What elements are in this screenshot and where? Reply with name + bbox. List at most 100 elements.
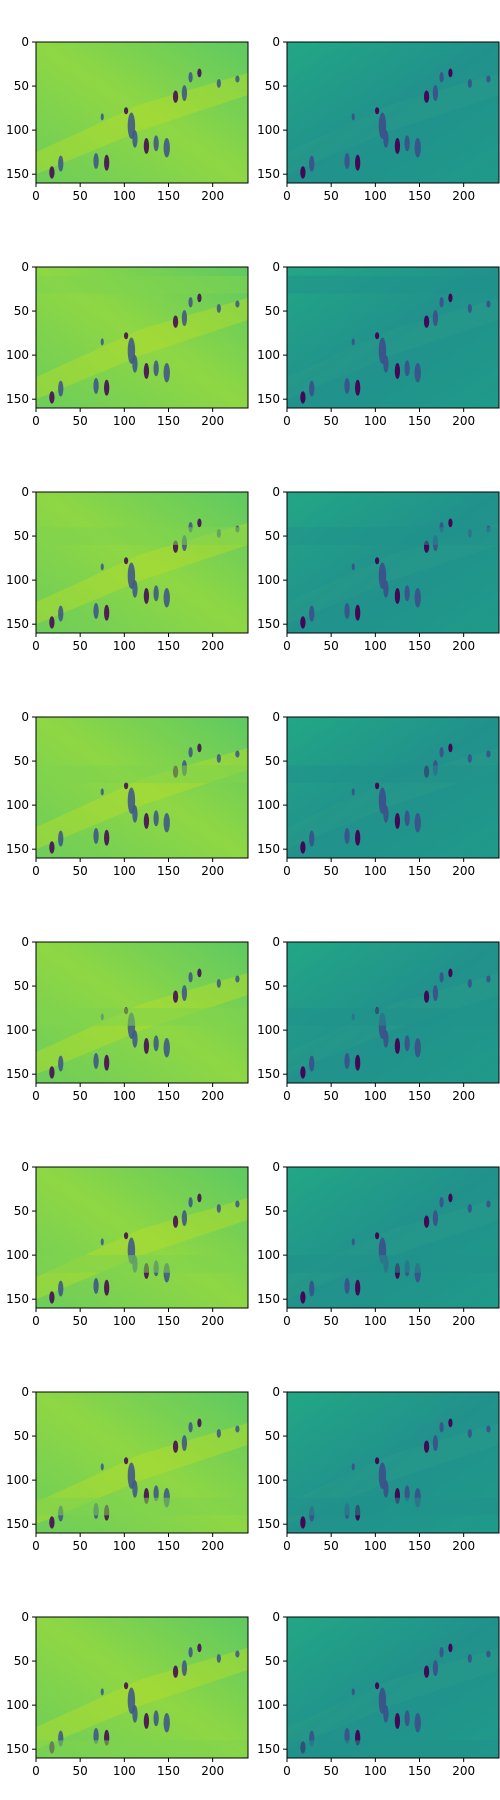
y-tick-label: 100 bbox=[257, 573, 280, 587]
artifact-band bbox=[36, 1255, 248, 1273]
y-tick-label: 150 bbox=[257, 1067, 280, 1081]
heatmap-background bbox=[287, 717, 499, 858]
artifact-band bbox=[287, 1008, 499, 1026]
y-tick-label: 0 bbox=[21, 485, 29, 499]
figure-blob bbox=[486, 75, 491, 83]
figure-blob bbox=[172, 315, 179, 328]
x-tick-label: 100 bbox=[113, 1764, 136, 1778]
figure-blob bbox=[486, 1425, 491, 1433]
figure-blob bbox=[486, 975, 491, 983]
figure-blob bbox=[197, 1193, 202, 1203]
figure-blob bbox=[163, 138, 170, 158]
x-tick-label: 200 bbox=[201, 1089, 224, 1103]
figure-blob bbox=[344, 1278, 350, 1294]
panel-4-0: 0 50 100 150 200 0 50 100 150 bbox=[6, 935, 249, 1103]
heatmap-background bbox=[36, 1617, 248, 1758]
y-tick-label: 150 bbox=[6, 617, 29, 631]
figure-blob bbox=[486, 300, 491, 308]
figure-blob bbox=[351, 1463, 355, 1471]
artifact-band bbox=[287, 275, 499, 294]
figure-blob bbox=[432, 985, 439, 1002]
x-tick-label: 150 bbox=[408, 1314, 431, 1328]
figure-blob bbox=[49, 1291, 55, 1304]
panel-2-1: 0 50 100 150 200 0 50 100 150 bbox=[257, 485, 500, 653]
figure-blob bbox=[300, 616, 306, 629]
figure-blob bbox=[309, 605, 315, 622]
artifact-band bbox=[36, 1008, 248, 1026]
field-band bbox=[36, 1197, 248, 1300]
figure-blob bbox=[309, 1280, 315, 1297]
figure-blob bbox=[181, 1435, 188, 1452]
x-tick-label: 50 bbox=[324, 189, 339, 203]
figure-blob bbox=[58, 830, 64, 847]
y-tick-label: 100 bbox=[257, 1473, 280, 1487]
panel-5-1: 0 50 100 150 200 0 50 100 150 bbox=[257, 1160, 500, 1328]
x-tick-label: 0 bbox=[283, 1089, 291, 1103]
figure-blob bbox=[235, 750, 240, 758]
heatmap-background bbox=[36, 717, 248, 858]
x-tick-label: 200 bbox=[201, 1539, 224, 1553]
artifact-band bbox=[36, 527, 248, 545]
figure-blob bbox=[448, 1418, 453, 1428]
axes-frame bbox=[35, 716, 249, 859]
x-tick-label: 150 bbox=[157, 1539, 180, 1553]
y-tick-label: 150 bbox=[6, 1742, 29, 1756]
x-tick-label: 0 bbox=[283, 1764, 291, 1778]
figure-blob bbox=[188, 746, 193, 758]
x-tick-label: 0 bbox=[32, 864, 40, 878]
figure-blob bbox=[404, 1485, 410, 1502]
y-tick-label: 150 bbox=[6, 1517, 29, 1531]
figure-blob bbox=[351, 788, 355, 796]
figure-blob bbox=[58, 380, 64, 397]
figure-blob bbox=[467, 1204, 472, 1213]
figure-blob bbox=[123, 1682, 129, 1690]
x-tick-label: 200 bbox=[452, 639, 475, 653]
x-tick-label: 200 bbox=[201, 864, 224, 878]
figure-blob bbox=[132, 1480, 138, 1498]
figure-blob bbox=[467, 304, 472, 313]
y-tick-label: 50 bbox=[265, 754, 280, 768]
axes-frame bbox=[286, 41, 500, 184]
x-tick-label: 150 bbox=[408, 864, 431, 878]
figure-blob bbox=[104, 1279, 110, 1296]
heatmap-background bbox=[36, 1167, 248, 1308]
figure-blob bbox=[309, 380, 315, 397]
artifact-band bbox=[36, 765, 248, 784]
x-tick-label: 200 bbox=[452, 1539, 475, 1553]
y-tick-label: 150 bbox=[257, 842, 280, 856]
x-tick-label: 100 bbox=[364, 1089, 387, 1103]
figure-blob bbox=[439, 71, 444, 83]
figure-blob bbox=[432, 85, 439, 102]
axes-frame bbox=[35, 1391, 249, 1534]
figure-blob bbox=[404, 1035, 410, 1052]
figure-blob bbox=[216, 1204, 221, 1213]
x-tick-label: 50 bbox=[324, 414, 339, 428]
x-tick-label: 200 bbox=[201, 639, 224, 653]
figure-blob bbox=[188, 71, 193, 83]
field-band bbox=[36, 72, 248, 175]
figure-blob bbox=[49, 841, 55, 854]
x-tick-label: 200 bbox=[201, 414, 224, 428]
figure-blob bbox=[300, 391, 306, 404]
figure-blob bbox=[432, 1660, 439, 1677]
figure-blob bbox=[181, 85, 188, 102]
figure-blob bbox=[153, 585, 159, 602]
figure-blob bbox=[448, 1193, 453, 1203]
figure-blob bbox=[383, 1480, 389, 1498]
field-band bbox=[287, 1197, 499, 1300]
figure-blob bbox=[383, 130, 389, 148]
figure-blob bbox=[448, 968, 453, 978]
x-tick-label: 100 bbox=[113, 414, 136, 428]
axes-frame bbox=[286, 1391, 500, 1534]
figure-blob bbox=[235, 1200, 240, 1208]
y-tick-label: 150 bbox=[6, 1067, 29, 1081]
y-tick-label: 150 bbox=[257, 1742, 280, 1756]
y-tick-label: 150 bbox=[6, 392, 29, 406]
figure-blob bbox=[423, 1440, 430, 1453]
figure-blob bbox=[467, 79, 472, 88]
x-tick-label: 100 bbox=[113, 1089, 136, 1103]
x-tick-label: 100 bbox=[364, 639, 387, 653]
artifact-band bbox=[287, 1497, 499, 1516]
x-tick-label: 0 bbox=[283, 1539, 291, 1553]
figure-blob bbox=[300, 1516, 306, 1529]
